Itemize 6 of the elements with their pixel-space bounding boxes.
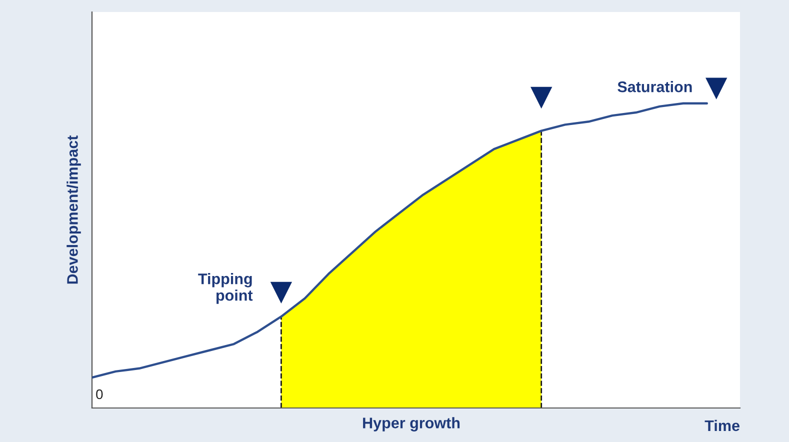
text: Hyper growth <box>363 417 460 432</box>
x-axis-title: Time <box>704 420 740 432</box>
text: Saturation <box>618 81 692 92</box>
annotation: Tipping point <box>198 273 253 304</box>
annotation: 0 <box>96 389 103 400</box>
y-axis-title: Development/impact <box>66 135 81 284</box>
